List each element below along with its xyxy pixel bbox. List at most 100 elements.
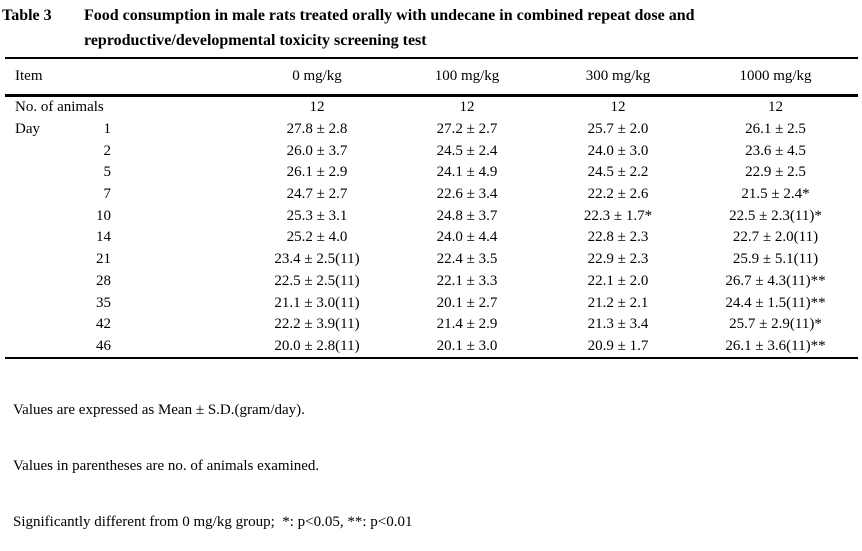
column-header-dose-1: 100 mg/kg [391,58,543,97]
day-number: 7 [103,186,112,203]
food-consumption-table: Item 0 mg/kg 100 mg/kg 300 mg/kg 1000 mg… [5,57,858,360]
table-title: Food consumption in male rats treated or… [84,3,754,53]
day-number: 21 [96,251,111,268]
table-row: 21 23.4 ± 2.5(11) 22.4 ± 3.5 22.9 ± 2.3 … [5,249,858,271]
day-number: 46 [96,337,111,354]
value-cell: 26.1 ± 2.5 [745,121,806,138]
value-cell: 22.6 ± 3.4 [436,186,498,203]
column-header-item: Item [5,58,243,97]
value-cell: 24.1 ± 4.9 [436,164,498,181]
table-footnotes: Values are expressed as Mean ± S.D.(gram… [13,363,413,551]
animals-count-cell: 12 [768,99,783,116]
value-cell: 22.1 ± 2.0 [587,272,649,289]
day-number: 10 [96,207,111,224]
table-row: 5 26.1 ± 2.9 24.1 ± 4.9 24.5 ± 2.2 22.9 … [5,162,858,184]
table-row: 14 25.2 ± 4.0 24.0 ± 4.4 22.8 ± 2.3 22.7… [5,227,858,249]
value-cell: 26.1 ± 3.6(11)** [725,337,826,354]
value-cell: 27.8 ± 2.8 [286,121,348,138]
value-cell: 20.1 ± 3.0 [436,337,498,354]
animals-row-label: No. of animals [15,99,104,116]
table-row: 10 25.3 ± 3.1 24.8 ± 3.7 22.3 ± 1.7* 22.… [5,205,858,227]
value-cell: 20.1 ± 2.7 [436,294,498,311]
animals-count-cell: 12 [610,99,626,116]
day-cell: 5 [5,162,243,184]
value-cell: 21.4 ± 2.9 [436,316,498,333]
value-cell: 27.2 ± 2.7 [436,121,498,138]
value-cell: 24.5 ± 2.2 [587,164,649,181]
value-cell: 23.6 ± 4.5 [745,142,806,159]
value-cell: 22.3 ± 1.7* [583,207,653,224]
day-cell: Day 1 [5,119,243,141]
value-cell: 21.3 ± 3.4 [587,316,649,333]
day-cell: 7 [5,184,243,206]
value-cell: 22.5 ± 2.5(11) [274,272,360,289]
table-row: 7 24.7 ± 2.7 22.6 ± 3.4 22.2 ± 2.6 21.5 … [5,184,858,206]
day-cell: 42 [5,314,243,336]
value-cell: 22.1 ± 3.3 [436,272,498,289]
value-cell: 21.2 ± 2.1 [587,294,649,311]
value-cell: 24.0 ± 3.0 [587,142,649,159]
value-cell: 26.7 ± 4.3(11)** [725,272,826,289]
day-cell: 28 [5,271,243,293]
value-cell: 22.8 ± 2.3 [587,229,649,246]
value-cell: 23.4 ± 2.5(11) [274,251,360,268]
column-header-dose-2: 300 mg/kg [543,58,693,97]
day-cell: 46 [5,336,243,359]
value-cell: 24.0 ± 4.4 [436,229,498,246]
day-label: Day [15,121,40,138]
day-number: 42 [96,316,111,333]
animals-row: No. of animals 12 12 12 12 [5,96,858,119]
value-cell: 22.9 ± 2.3 [587,251,649,268]
day-number: 5 [103,164,112,181]
table-title-line2: reproductive/developmental toxicity scre… [84,32,427,49]
value-cell: 24.4 ± 1.5(11)** [725,294,826,311]
day-number: 14 [96,229,111,246]
value-cell: 25.2 ± 4.0 [286,229,348,246]
column-header-dose-0: 0 mg/kg [243,58,391,97]
value-cell: 25.7 ± 2.0 [587,121,649,138]
value-cell: 24.5 ± 2.4 [436,142,498,159]
value-cell: 24.7 ± 2.7 [286,186,348,203]
value-cell: 22.5 ± 2.3(11)* [729,207,822,224]
footnote-units: Values are expressed as Mean ± S.D.(gram… [13,401,305,418]
day-cell: 14 [5,227,243,249]
value-cell: 22.9 ± 2.5 [745,164,806,181]
day-cell: 10 [5,205,243,227]
footnote-parentheses: Values in parentheses are no. of animals… [13,457,320,474]
day-number: 2 [103,142,112,159]
table-title-line1: Food consumption in male rats treated or… [84,7,695,24]
value-cell: 26.1 ± 2.9 [286,164,348,181]
table-row: 28 22.5 ± 2.5(11) 22.1 ± 3.3 22.1 ± 2.0 … [5,271,858,293]
value-cell: 25.9 ± 5.1(11) [732,251,819,268]
table-row: 35 21.1 ± 3.0(11) 20.1 ± 2.7 21.2 ± 2.1 … [5,292,858,314]
value-cell: 25.7 ± 2.9(11)* [729,316,822,333]
table-row: 46 20.0 ± 2.8(11) 20.1 ± 3.0 20.9 ± 1.7 … [5,336,858,359]
table-number: Table 3 [2,7,52,24]
day-number: 28 [96,272,111,289]
animals-count-cell: 12 [459,99,475,116]
value-cell: 24.8 ± 3.7 [436,207,498,224]
animals-count-cell: 12 [309,99,325,116]
day-number: 1 [103,121,112,138]
value-cell: 22.2 ± 3.9(11) [274,316,360,333]
value-cell: 26.0 ± 3.7 [286,142,348,159]
day-cell: 35 [5,292,243,314]
value-cell: 22.4 ± 3.5 [436,251,498,268]
value-cell: 20.0 ± 2.8(11) [274,337,360,354]
footnote-significance: Significantly different from 0 mg/kg gro… [13,514,413,531]
value-cell: 21.5 ± 2.4* [741,186,810,203]
column-header-dose-3: 1000 mg/kg [693,58,858,97]
day-cell: 2 [5,140,243,162]
table-caption: Table 3 Food consumption in male rats tr… [2,3,754,53]
day-cell: 21 [5,249,243,271]
table-row: 42 22.2 ± 3.9(11) 21.4 ± 2.9 21.3 ± 3.4 … [5,314,858,336]
header-row: Item 0 mg/kg 100 mg/kg 300 mg/kg 1000 mg… [5,58,858,97]
value-cell: 22.7 ± 2.0(11) [732,229,819,246]
table-row: 2 26.0 ± 3.7 24.5 ± 2.4 24.0 ± 3.0 23.6 … [5,140,858,162]
value-cell: 20.9 ± 1.7 [587,337,649,354]
value-cell: 25.3 ± 3.1 [286,207,348,224]
day-number: 35 [96,294,111,311]
value-cell: 21.1 ± 3.0(11) [274,294,360,311]
value-cell: 22.2 ± 2.6 [587,186,649,203]
table-row: Day 1 27.8 ± 2.8 27.2 ± 2.7 25.7 ± 2.0 26… [5,119,858,141]
